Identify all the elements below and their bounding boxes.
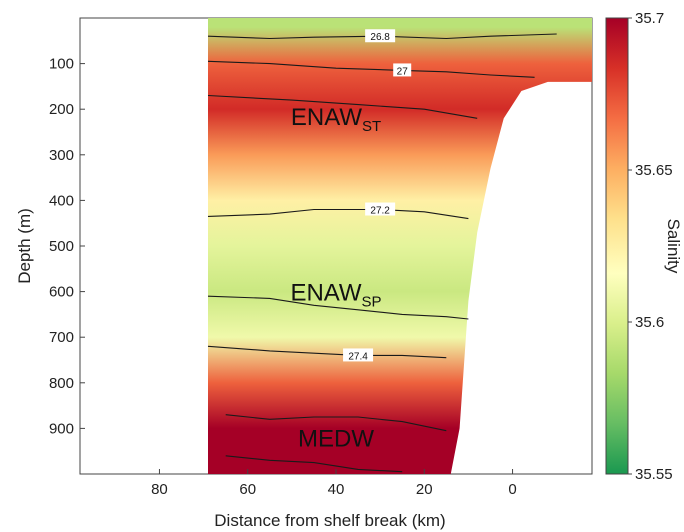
y-tick-label: 900 [49, 420, 74, 437]
x-tick-label: 80 [151, 481, 168, 498]
isopycnal-line [207, 208, 469, 220]
y-tick-label: 100 [49, 56, 74, 73]
colorbar-tick-label: 35.7 [635, 10, 664, 27]
contour-label-bg [365, 29, 396, 43]
isopycnal-line [207, 295, 469, 320]
colorbar [605, 17, 629, 475]
y-tick-label: 400 [49, 192, 74, 209]
y-axis-title: Depth (m) [15, 208, 34, 284]
colorbar-label: Salinity [664, 219, 683, 274]
x-tick-label: 40 [328, 481, 345, 498]
contour-label: 26.8 [370, 32, 390, 43]
water-mass-label: MEDW [298, 426, 374, 453]
x-axis-title: Distance from shelf break (km) [214, 511, 445, 530]
x-tick-label: 60 [239, 481, 256, 498]
y-axis: 100 200 300 400 500 600 700 800 900 [49, 56, 85, 437]
y-tick-label: 700 [49, 329, 74, 346]
salinity-section-fill [208, 18, 592, 474]
isopycnal-line [225, 455, 403, 473]
water-mass-label: ENAWSP [290, 280, 381, 311]
contour-label: 27.4 [348, 351, 368, 362]
salinity-field [208, 18, 592, 474]
water-mass-labels: ENAWST ENAWSP MEDW [290, 104, 381, 452]
colorbar-tick-label: 35.6 [635, 314, 664, 331]
colorbar-tick-label: 35.55 [635, 466, 673, 483]
y-tick-label: 600 [49, 284, 74, 301]
contour-label-bg [343, 348, 374, 362]
y-tick-label: 500 [49, 238, 74, 255]
isopycnal-line [207, 94, 478, 119]
y-tick-label: 300 [49, 147, 74, 164]
y-tick-label: 800 [49, 375, 74, 392]
contour-label: 27 [397, 66, 409, 77]
contour-label-bg [393, 63, 412, 77]
isopycnal-line [207, 345, 447, 359]
colorbar-ticks: 35.55 35.6 35.65 35.7 [628, 10, 673, 483]
isopycnal-contours: 26.8 27 27.2 27.4 [207, 29, 557, 473]
x-tick-label: 20 [416, 481, 433, 498]
colorbar-tick-label: 35.65 [635, 162, 673, 179]
water-mass-label: ENAWST [291, 104, 381, 135]
contour-label: 27.2 [370, 206, 390, 217]
y-tick-label: 200 [49, 101, 74, 118]
x-axis: 80 60 40 20 0 [151, 469, 517, 498]
x-tick-label: 0 [508, 481, 516, 498]
isopycnal-line [225, 414, 447, 432]
contour-label-bg [365, 202, 396, 216]
